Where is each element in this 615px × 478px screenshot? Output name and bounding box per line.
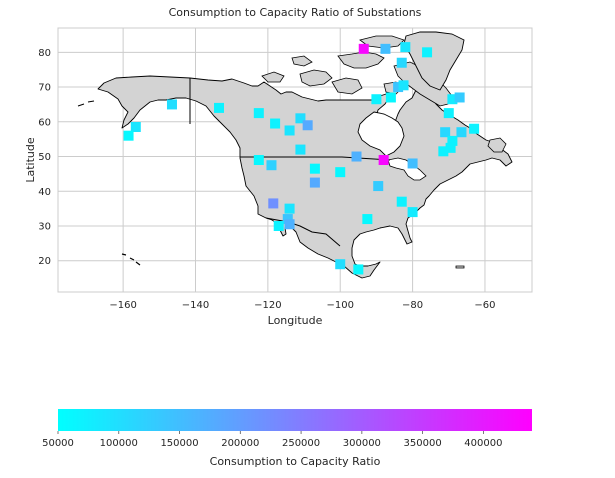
- scatter-point: [284, 203, 295, 214]
- hawaii-islands: [121, 253, 141, 266]
- y-tick-label: 40: [38, 187, 51, 198]
- y-axis-label: Latitude: [24, 137, 37, 183]
- scatter-point: [396, 196, 407, 207]
- scatter-point: [214, 102, 225, 113]
- scatter-point: [380, 43, 391, 54]
- scatter-point: [353, 264, 364, 275]
- scatter-point: [284, 125, 295, 136]
- great-lakes: [387, 157, 427, 181]
- scatter-point: [335, 167, 346, 178]
- colorbar-tick-label: 250000: [282, 438, 320, 449]
- scatter-point: [371, 94, 382, 105]
- scatter-point: [273, 221, 284, 231]
- colorbar-tick-label: 200000: [221, 438, 259, 449]
- scatter-point: [253, 155, 264, 165]
- scatter-point: [309, 163, 320, 174]
- scatter-point: [400, 42, 411, 53]
- greenland: [403, 31, 465, 91]
- x-tick-label: −160: [109, 300, 136, 311]
- scatter-point: [447, 135, 458, 146]
- x-tick-label: −140: [182, 300, 209, 311]
- newfoundland: [487, 137, 507, 153]
- colorbar-tick-label: 150000: [160, 438, 198, 449]
- scatter-point: [469, 123, 480, 134]
- scatter-point: [422, 47, 433, 58]
- scatter-point: [393, 82, 404, 93]
- colorbar-tick-label: 100000: [100, 438, 138, 449]
- scatter-point: [407, 158, 418, 169]
- scatter-point: [284, 219, 295, 230]
- y-tick-label: 70: [38, 83, 51, 94]
- scatter-point: [351, 151, 362, 162]
- y-tick-label: 80: [38, 48, 51, 59]
- scatter-point: [270, 118, 281, 129]
- scatter-point: [443, 108, 454, 119]
- scatter-point: [445, 142, 456, 153]
- scatter-point: [309, 177, 320, 188]
- x-tick-label: −80: [402, 300, 423, 311]
- y-tick-label: 30: [38, 222, 51, 233]
- scatter-point: [358, 43, 369, 54]
- scatter-point: [396, 57, 407, 68]
- y-ticks: 20 30 40 50 60 70 80: [38, 48, 51, 267]
- x-axis-label: Longitude: [268, 314, 323, 327]
- colorbar-tick-label: 350000: [404, 438, 442, 449]
- north-america-land: [97, 75, 513, 279]
- scatter-point: [268, 198, 279, 209]
- scatter-point: [440, 127, 451, 138]
- scatter-point: [454, 92, 465, 103]
- scatter-point: [385, 92, 396, 103]
- scatter-point: [398, 80, 409, 91]
- chart-title: Consumption to Capacity Ratio of Substat…: [169, 6, 422, 19]
- scatter-point: [447, 94, 458, 105]
- x-tick-label: −120: [254, 300, 281, 311]
- scatter-point: [295, 113, 306, 124]
- colorbar-tick-label: 50000: [42, 438, 74, 449]
- arctic-island-3: [331, 77, 363, 95]
- hudson-bay: [357, 111, 405, 157]
- scatter-point: [295, 144, 306, 155]
- y-tick-label: 60: [38, 117, 51, 128]
- scatter-point: [362, 214, 373, 225]
- scatter-point: [302, 120, 313, 131]
- plot-frame: [57, 27, 533, 293]
- colorbar: [58, 409, 532, 431]
- y-tick-label: 20: [38, 256, 51, 267]
- scatter-point: [378, 155, 389, 165]
- x-ticks: −160 −140 −120 −100 −80 −60: [109, 300, 495, 311]
- scatter-point: [123, 130, 134, 141]
- scatter-point: [130, 122, 141, 132]
- us-canada-border: [240, 156, 391, 161]
- colorbar-tick-label: 300000: [343, 438, 381, 449]
- arctic-island-5: [291, 55, 313, 67]
- x-tick-label: −60: [474, 300, 495, 311]
- scatter-point: [438, 146, 449, 157]
- arctic-island-1: [337, 51, 385, 69]
- arctic-island-2: [299, 69, 333, 87]
- aleutian-islands: [77, 100, 95, 107]
- scatter-point: [407, 207, 418, 218]
- scatter-point: [335, 259, 346, 270]
- scatter-points: [123, 42, 480, 275]
- colorbar-ticks: 50000 100000 150000 200000 250000 300000 35000…: [42, 431, 502, 449]
- scatter-point: [253, 108, 264, 119]
- colorbar-tick-label: 400000: [464, 438, 502, 449]
- basemap: [77, 31, 513, 279]
- scatter-point: [456, 127, 467, 138]
- y-tick-label: 50: [38, 152, 51, 163]
- caribbean-island: [455, 265, 465, 269]
- scatter-point: [373, 181, 384, 192]
- scatter-point: [282, 214, 293, 225]
- colorbar-label: Consumption to Capacity Ratio: [210, 455, 381, 468]
- scatter-point: [166, 99, 177, 110]
- x-tick-label: −100: [326, 300, 353, 311]
- arctic-island-6: [261, 71, 285, 83]
- scatter-point: [266, 160, 277, 171]
